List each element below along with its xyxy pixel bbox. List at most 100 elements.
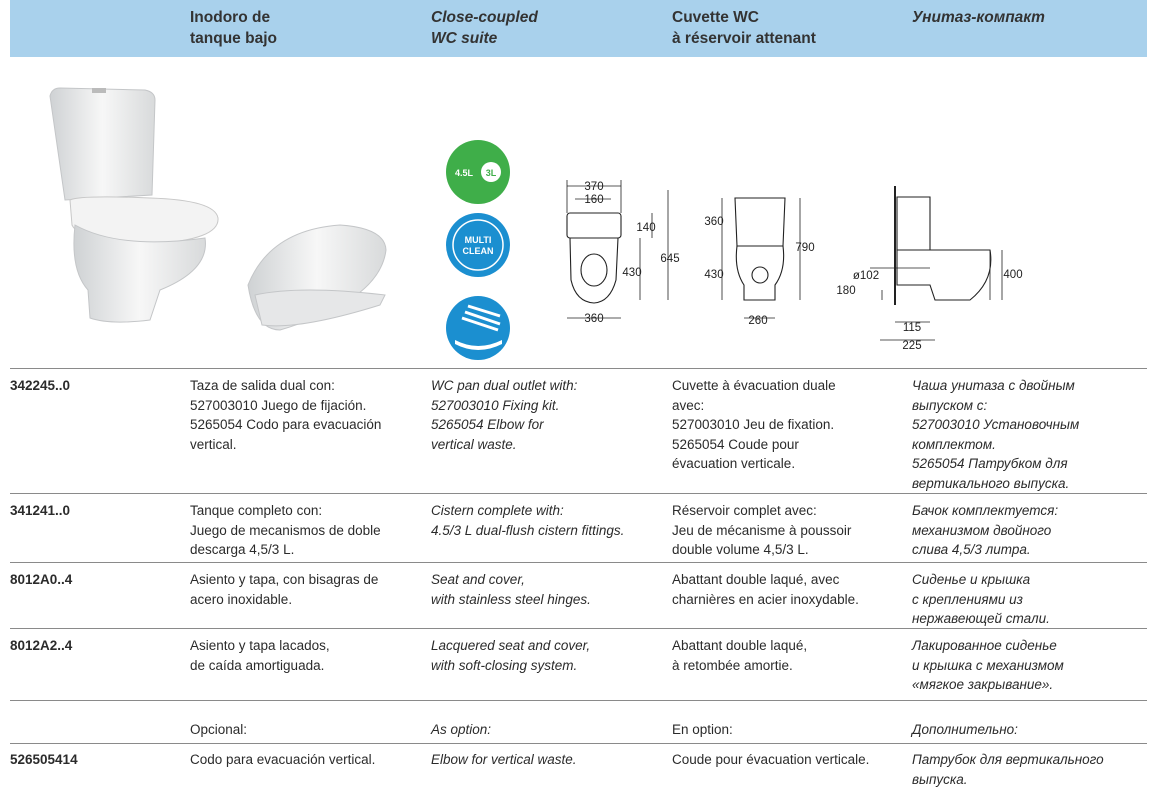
description-cell: Lacquered seat and cover, with soft-closi…	[431, 636, 590, 675]
item-code: 8012A0..4	[10, 572, 73, 587]
row-separator	[10, 700, 1147, 701]
text-line: выпуска.	[912, 771, 968, 787]
text-line: 4.5/3 L dual-flush cistern fittings.	[431, 522, 625, 538]
text-line: Lacquered seat and cover,	[431, 638, 591, 653]
description-cell: Tanque completo con: Juego de mecanismos …	[190, 501, 381, 560]
text-line: Сиденье и крышка	[912, 572, 1031, 587]
header-band	[10, 0, 1147, 57]
text-line: Seat and cover,	[431, 572, 525, 587]
header-cell: Cuvette WC à réservoir attenant	[672, 7, 816, 49]
text-line: 527003010 Jeu de fixation.	[672, 417, 835, 432]
header-cell: Close-coupled WC suite	[431, 7, 538, 49]
text-line: Juego de mecanismos de doble	[190, 522, 381, 538]
text-line: вертикального выпуска.	[912, 475, 1070, 491]
description-cell: Coude pour évacuation verticale.	[672, 750, 869, 770]
row-separator	[10, 368, 1147, 369]
header-cell: Унитаз-компакт	[912, 7, 1045, 28]
text-line: Abattant double laqué, avec	[672, 572, 840, 587]
text-line: Taza de salida dual con:	[190, 378, 335, 393]
dimension-label: 430	[622, 267, 641, 279]
top-view-drawing: 370 160 140 645 430 360	[566, 180, 680, 325]
text-line: 5265054 Codo para evacuación	[190, 417, 382, 432]
icon-label: MULTI	[465, 235, 492, 245]
dimension-label: 260	[748, 315, 767, 327]
dimension-label: 370	[584, 181, 603, 193]
text-line: слива 4,5/3 литра.	[912, 542, 1031, 557]
product-photo	[49, 87, 387, 331]
text-line: de caída amortiguada.	[190, 657, 325, 673]
description-cell: Сиденье и крышка с креплениями из нержавею…	[912, 570, 1050, 629]
text-line: 5265054 Elbow for	[431, 417, 544, 432]
item-code: 526505414	[10, 752, 78, 767]
text-line: Asiento y tapa, con bisagras de	[190, 572, 379, 587]
text-line: Coude pour évacuation verticale.	[672, 752, 870, 767]
item-code: 342245..0	[10, 378, 71, 393]
description-cell: Asiento y tapa lacados, de caída amortigu…	[190, 636, 330, 675]
text-line: WC pan dual outlet with:	[431, 378, 578, 393]
description-cell: Taza de salida dual con: 527003010 Juego …	[190, 376, 381, 454]
description-cell: Abattant double laqué, avec charnières en…	[672, 570, 859, 609]
icon-label: 4.5L	[455, 168, 474, 178]
description-cell: Codo para evacuación vertical.	[190, 750, 375, 770]
flush-icon: 4.5L 3L	[446, 140, 510, 204]
text-line: with stainless steel hinges.	[431, 591, 591, 607]
cleaning-icon	[446, 296, 510, 360]
text-line: Tanque completo con:	[190, 503, 323, 518]
description-cell: Réservoir complet avec: Jeu de mécanisme …	[672, 501, 851, 560]
text-line: 527003010 Juego de fijación.	[190, 397, 367, 413]
row-separator	[10, 743, 1147, 744]
row-separator	[10, 628, 1147, 629]
description-cell: Elbow for vertical waste.	[431, 750, 577, 770]
text-line: Дополнительно:	[912, 722, 1018, 737]
description-cell: Дополнительно:	[912, 720, 1018, 740]
header-line: Унитаз-компакт	[912, 9, 1045, 26]
dimension-label: 360	[704, 216, 723, 228]
text-line: комплектом.	[912, 436, 996, 452]
front-view-drawing: 360 790 430 260	[704, 197, 815, 327]
description-cell: Cistern complete with: 4.5/3 L dual-flush…	[431, 501, 624, 540]
header-line: Cuvette WC	[672, 9, 759, 26]
row-separator	[10, 562, 1147, 563]
text-line: Abattant double laqué,	[672, 638, 808, 653]
description-cell: Лакированное сиденье и крышка с механизмо…	[912, 636, 1064, 695]
text-line: механизмом двойного	[912, 522, 1052, 538]
description-cell: Seat and cover, with stainless steel hing…	[431, 570, 591, 609]
text-line: évacuation verticale.	[672, 456, 796, 471]
dimension-label: 430	[704, 269, 723, 281]
text-line: As option:	[431, 722, 492, 737]
header-line: à réservoir attenant	[672, 30, 816, 47]
text-line: с креплениями из	[912, 591, 1023, 607]
dimension-label: 360	[584, 313, 603, 325]
description-cell: En option:	[672, 720, 733, 740]
item-code: 8012A2..4	[10, 638, 73, 653]
description-cell: Патрубок для вертикального выпуска.	[912, 750, 1104, 789]
text-line: Elbow for vertical waste.	[431, 752, 577, 767]
text-line: charnières en acier inoxydable.	[672, 591, 859, 607]
header-line: tanque bajo	[190, 30, 277, 47]
header-cell: Inodoro de tanque bajo	[190, 7, 277, 49]
dimension-label: ø102	[853, 270, 879, 282]
dimension-label: 140	[636, 222, 655, 234]
icon-label: 3L	[486, 168, 497, 178]
text-line: Лакированное сиденье	[912, 638, 1057, 653]
side-view-drawing: ø102 180 400 115 225	[836, 186, 1023, 352]
text-line: Cuvette à évacuation duale	[672, 378, 836, 393]
row-separator	[10, 493, 1147, 494]
text-line: 5265054 Патрубком для	[912, 456, 1068, 471]
dimension-label: 180	[836, 285, 855, 297]
text-line: Codo para evacuación vertical.	[190, 752, 376, 767]
description-cell: Бачок комплектуется: механизмом двойного с…	[912, 501, 1058, 560]
text-line: vertical waste.	[431, 436, 517, 452]
text-line: и крышка с механизмом	[912, 657, 1064, 673]
text-line: Патрубок для вертикального	[912, 752, 1104, 767]
description-cell: Asiento y tapa, con bisagras de acero ino…	[190, 570, 378, 609]
header-line: WC suite	[431, 30, 498, 47]
icon-label: CLEAN	[463, 246, 494, 256]
text-line: Réservoir complet avec:	[672, 503, 817, 518]
dimension-label: 790	[795, 242, 814, 254]
description-cell: WC pan dual outlet with: 527003010 Fixing…	[431, 376, 577, 454]
dimension-label: 160	[584, 194, 603, 206]
header-line: Close-coupled	[431, 9, 538, 26]
text-line: Asiento y tapa lacados,	[190, 638, 330, 653]
